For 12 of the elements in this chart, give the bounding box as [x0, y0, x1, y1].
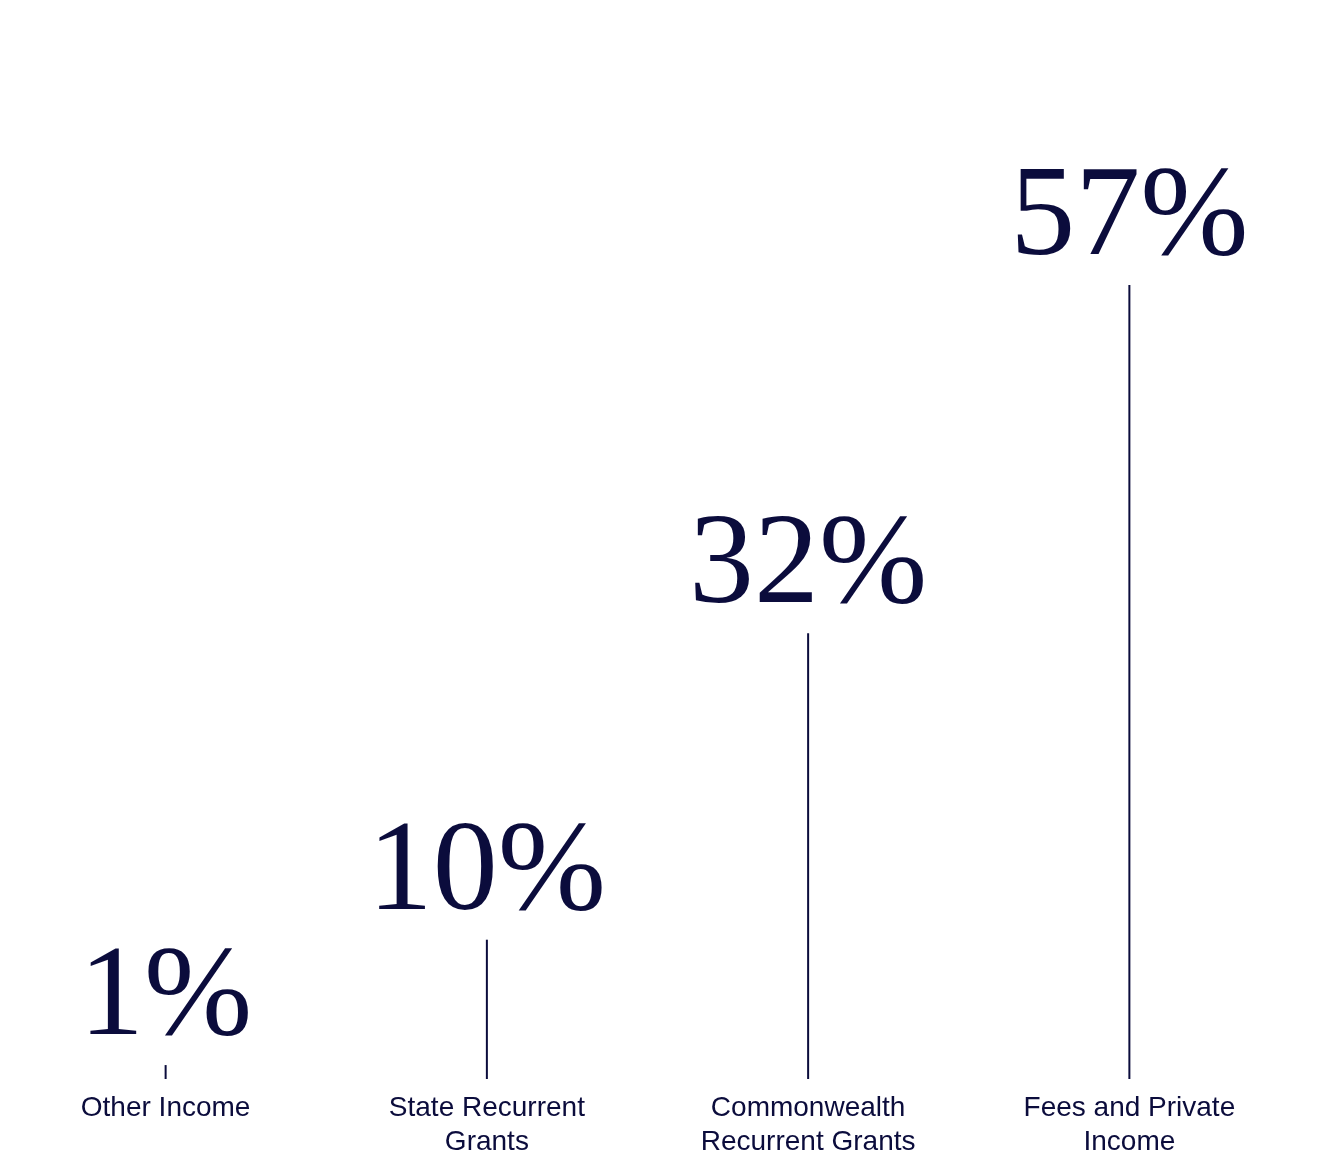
x-tick-label: Commonwealth Recurrent Grants — [700, 1090, 916, 1156]
bar — [485, 939, 488, 1079]
data-label: 1% — [78, 918, 253, 1063]
bar — [807, 633, 810, 1079]
bar — [164, 1065, 167, 1079]
bar — [1128, 285, 1131, 1079]
data-label: 32% — [688, 486, 928, 631]
x-tick-label: Fees and Private Income — [1023, 1090, 1236, 1156]
data-label: 57% — [1010, 138, 1249, 282]
x-tick-label: Other Income — [80, 1090, 251, 1122]
data-label: 10% — [367, 792, 607, 937]
x-tick-label: State Recurrent Grants — [388, 1090, 586, 1156]
